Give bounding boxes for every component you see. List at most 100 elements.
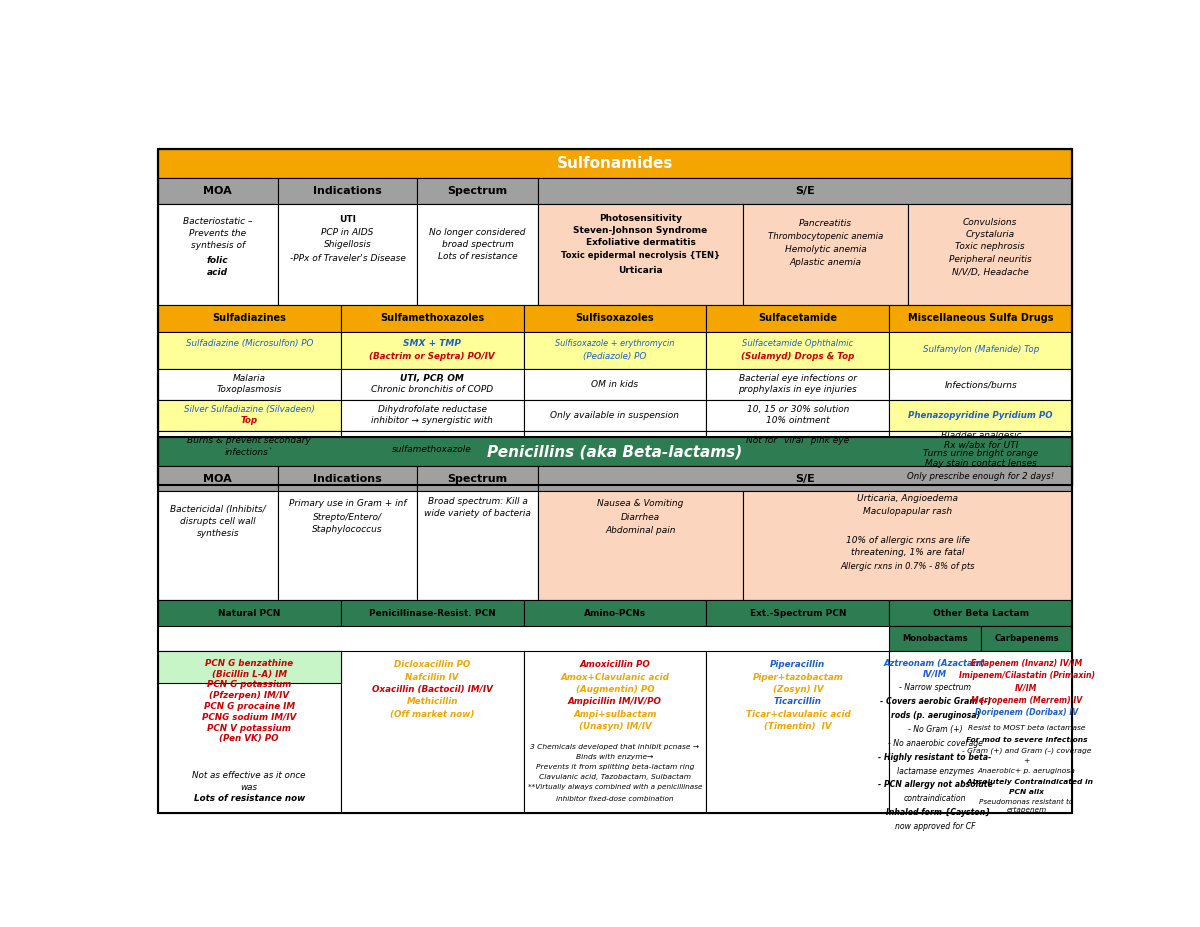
Text: - Absolutely Contraindicated in: - Absolutely Contraindicated in xyxy=(960,779,1092,785)
Text: Top: Top xyxy=(241,416,258,425)
Text: PCN allx: PCN allx xyxy=(1009,789,1044,795)
Bar xyxy=(743,205,908,304)
Bar xyxy=(157,304,341,332)
Text: Sulfamylon (Mafenide) Top: Sulfamylon (Mafenide) Top xyxy=(923,346,1039,354)
Bar xyxy=(341,468,523,485)
Text: Bladder analgesic: Bladder analgesic xyxy=(941,431,1021,440)
Bar xyxy=(538,205,743,304)
Bar xyxy=(157,437,1073,813)
Text: Clavulanic acid, Tazobactam, Sulbactam: Clavulanic acid, Tazobactam, Sulbactam xyxy=(539,774,691,781)
Text: now approved for CF: now approved for CF xyxy=(895,822,976,832)
Text: Staphylococcus: Staphylococcus xyxy=(312,525,383,534)
Bar xyxy=(707,304,889,332)
Text: Abdominal pain: Abdominal pain xyxy=(605,526,676,535)
Bar xyxy=(157,466,278,491)
Text: Ticar+clavulanic acid: Ticar+clavulanic acid xyxy=(745,710,851,718)
Text: was: was xyxy=(241,782,258,792)
Bar xyxy=(157,437,1073,466)
Text: Ampicillin IM/IV/PO: Ampicillin IM/IV/PO xyxy=(568,697,662,706)
Text: Dihydrofolate reductase: Dihydrofolate reductase xyxy=(378,405,487,413)
Text: ertapenem: ertapenem xyxy=(1007,807,1046,814)
Text: Toxoplasmosis: Toxoplasmosis xyxy=(216,386,282,395)
Text: Peripheral neuritis: Peripheral neuritis xyxy=(949,255,1032,263)
Bar xyxy=(889,600,1073,627)
Bar xyxy=(157,149,1073,485)
Text: - Narrow spectrum: - Narrow spectrum xyxy=(899,683,971,692)
Text: Silver Sulfadiazine (Silvadeen): Silver Sulfadiazine (Silvadeen) xyxy=(184,405,314,413)
Text: - Gram (+) and Gram (–) coverage: - Gram (+) and Gram (–) coverage xyxy=(962,748,1091,755)
Text: Steven-Johnson Syndrome: Steven-Johnson Syndrome xyxy=(574,226,708,235)
Text: (Bicillin L-A) IM: (Bicillin L-A) IM xyxy=(211,669,287,679)
Bar xyxy=(889,369,1073,400)
Text: Allergic rxns in 0.7% - 8% of pts: Allergic rxns in 0.7% - 8% of pts xyxy=(840,562,976,571)
Text: (Bactrim or Septra) PO/IV: (Bactrim or Septra) PO/IV xyxy=(370,351,494,361)
Bar xyxy=(523,304,707,332)
Text: - PCN allergy not absolute: - PCN allergy not absolute xyxy=(877,781,992,790)
Text: PCN V potassium: PCN V potassium xyxy=(208,723,292,732)
Text: inhibitor fixed-dose combination: inhibitor fixed-dose combination xyxy=(557,796,673,802)
Text: Rx w/abx for UTI: Rx w/abx for UTI xyxy=(943,440,1018,450)
Text: (Pen VK) PO: (Pen VK) PO xyxy=(220,734,280,743)
Text: wide variety of bacteria: wide variety of bacteria xyxy=(424,510,530,518)
Text: Prevents it from splitting beta-lactam ring: Prevents it from splitting beta-lactam r… xyxy=(536,764,694,770)
Text: Penicillins (aka Beta-lactams): Penicillins (aka Beta-lactams) xyxy=(487,444,743,459)
Text: Urticaria: Urticaria xyxy=(618,266,662,275)
Text: Not for "viral" pink eye: Not for "viral" pink eye xyxy=(746,437,850,445)
Text: Prevents the: Prevents the xyxy=(190,229,246,238)
Bar xyxy=(278,205,418,304)
Text: Sulfisoxazoles: Sulfisoxazoles xyxy=(576,313,654,324)
Text: Not as effective as it once: Not as effective as it once xyxy=(192,771,306,781)
Text: Thrombocytopenic anemia: Thrombocytopenic anemia xyxy=(768,233,883,241)
Text: prophylaxis in eye injuries: prophylaxis in eye injuries xyxy=(738,386,857,395)
Text: Shigellosis: Shigellosis xyxy=(324,240,372,249)
Text: IV/IM: IV/IM xyxy=(923,669,947,679)
Text: UTI, PCP, OM: UTI, PCP, OM xyxy=(400,374,464,383)
Text: Turns urine bright orange: Turns urine bright orange xyxy=(923,450,1038,458)
Text: inhibitor → synergistic with: inhibitor → synergistic with xyxy=(371,416,493,425)
Text: Pseudomonas resistant to: Pseudomonas resistant to xyxy=(979,799,1074,805)
Text: SMX + TMP: SMX + TMP xyxy=(403,338,461,348)
Text: Phenazopyridine Pyridium PO: Phenazopyridine Pyridium PO xyxy=(908,411,1054,420)
Text: Spectrum: Spectrum xyxy=(448,186,508,197)
Text: For mod to severe infections: For mod to severe infections xyxy=(966,737,1087,743)
Text: Carbapenems: Carbapenems xyxy=(995,634,1058,643)
Bar xyxy=(523,369,707,400)
Bar xyxy=(341,304,523,332)
Text: Aztreonam (Azactam): Aztreonam (Azactam) xyxy=(884,659,986,667)
Text: (Pediazole) PO: (Pediazole) PO xyxy=(583,351,647,361)
Text: broad spectrum: broad spectrum xyxy=(442,240,514,249)
Text: +: + xyxy=(1024,758,1030,764)
Text: Amino-PCNs: Amino-PCNs xyxy=(584,609,646,617)
Text: Nafcillin IV: Nafcillin IV xyxy=(406,673,458,681)
Bar xyxy=(341,400,523,431)
Text: threatening, 1% are fatal: threatening, 1% are fatal xyxy=(851,548,965,557)
Text: Strepto/Entero/: Strepto/Entero/ xyxy=(313,513,382,522)
Text: Diarrhea: Diarrhea xyxy=(620,513,660,522)
Bar xyxy=(157,149,1073,178)
Text: Other Beta Lactam: Other Beta Lactam xyxy=(932,609,1028,617)
Text: No longer considered: No longer considered xyxy=(430,228,526,236)
Text: N/V/D, Headache: N/V/D, Headache xyxy=(952,268,1028,276)
Bar xyxy=(157,600,341,627)
Bar xyxy=(523,400,707,431)
Text: contraindication: contraindication xyxy=(904,794,966,804)
Text: (Augmentin) PO: (Augmentin) PO xyxy=(576,685,654,694)
Bar xyxy=(707,332,889,369)
Text: Doripenem (Doribax) IV: Doripenem (Doribax) IV xyxy=(974,708,1078,717)
Text: Infections/burns: Infections/burns xyxy=(944,380,1018,389)
Text: Lots of resistance: Lots of resistance xyxy=(438,252,517,261)
Text: Aplastic anemia: Aplastic anemia xyxy=(790,258,862,267)
Text: Malaria: Malaria xyxy=(233,374,265,383)
Bar xyxy=(538,491,743,600)
Text: 10% ointment: 10% ointment xyxy=(766,416,829,425)
Text: OM in kids: OM in kids xyxy=(592,380,638,389)
Text: Imipenem/Cilastatin (Primaxin): Imipenem/Cilastatin (Primaxin) xyxy=(959,671,1094,680)
Text: Burns & prevent secondary: Burns & prevent secondary xyxy=(187,437,311,445)
Bar xyxy=(278,178,418,205)
Text: Natural PCN: Natural PCN xyxy=(218,609,281,617)
Text: (Pfzerpen) IM/IV: (Pfzerpen) IM/IV xyxy=(209,692,289,700)
Text: Maculopapular rash: Maculopapular rash xyxy=(863,507,953,516)
Bar xyxy=(523,651,707,813)
Text: PCP in AIDS: PCP in AIDS xyxy=(322,228,374,236)
Bar xyxy=(157,431,341,468)
